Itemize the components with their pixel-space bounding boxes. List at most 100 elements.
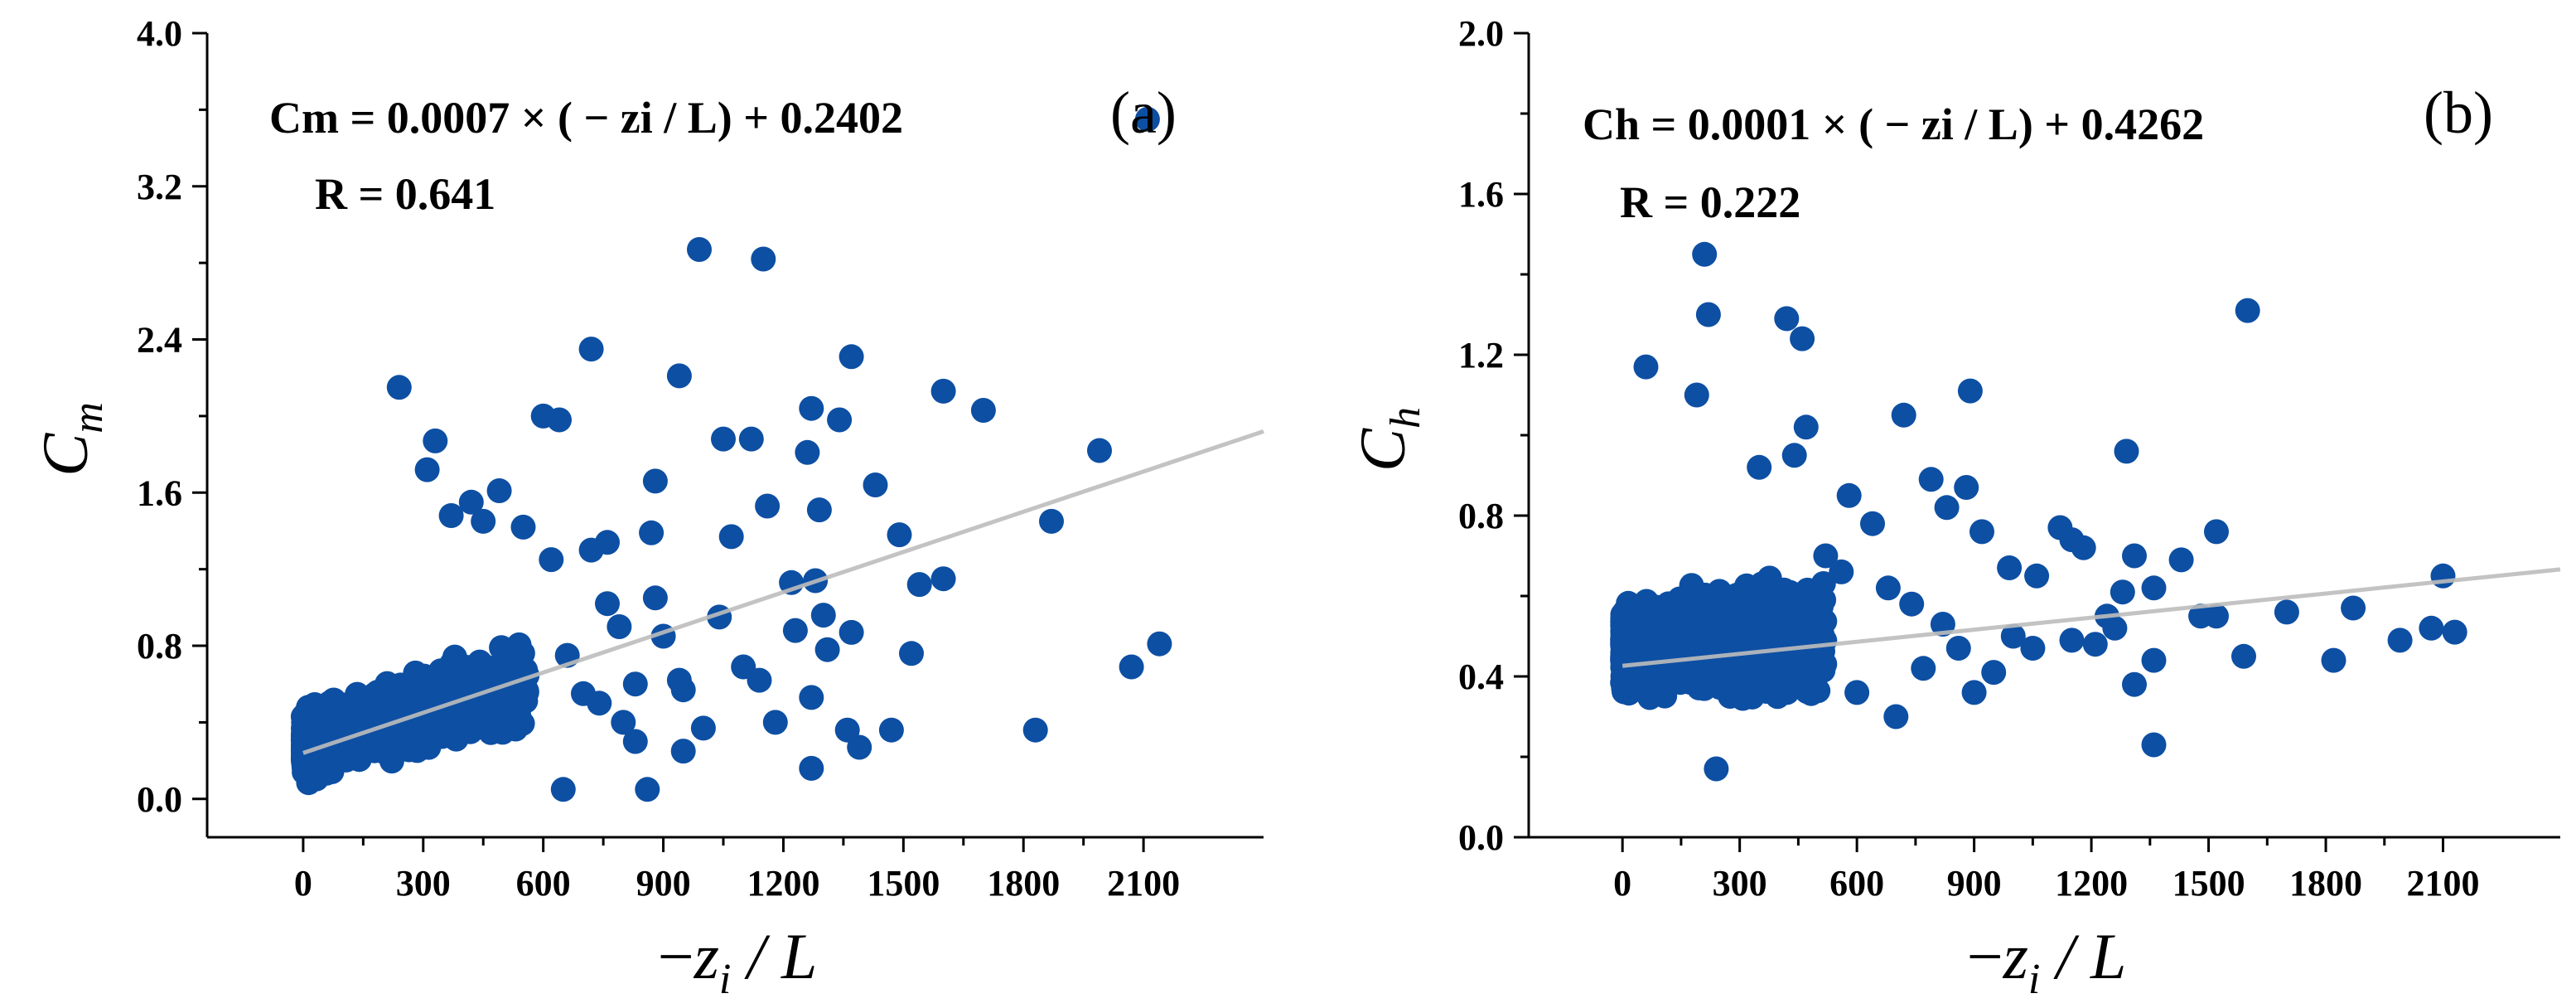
panel-a-xlabel-minus: − (658, 920, 694, 992)
panel-b-data-point (2102, 615, 2128, 641)
panel-a-data-point (458, 489, 484, 515)
panel-a-data-point (834, 717, 860, 743)
panel-a-data-point (622, 729, 648, 754)
panel-a-data-point (578, 337, 604, 362)
panel-b-data-point (1784, 623, 1810, 649)
panel-b-data-point (1695, 302, 1721, 327)
panel-b-data-point (2114, 439, 2139, 464)
panel-b-data-point (1697, 662, 1723, 687)
panel-b-y-tick-label: 0.4 (1458, 657, 1504, 697)
panel-a-data-point (762, 710, 788, 735)
panel-a-data-point (795, 439, 820, 465)
panel-a-data-point (827, 407, 853, 433)
panel-b-data-point (2059, 628, 2085, 653)
panel-b-data-point (1762, 611, 1787, 637)
panel-a-data-point (380, 743, 406, 768)
panel-a-data-point (291, 705, 317, 731)
panel-a-x-tick-label: 1800 (987, 863, 1060, 904)
panel-a-data-point (747, 667, 772, 693)
panel-a-data-point (510, 514, 536, 540)
panel-b-data-point (1747, 454, 1772, 480)
panel-a-data-point (635, 777, 660, 802)
panel-a: 0 300 600 900 1200 1500 1800 2100 0.0 0.8 1.6 2.4 3.… (29, 13, 1264, 1003)
panel-a-x-tick-label: 600 (516, 863, 571, 904)
panel-b-data-point (1684, 382, 1709, 408)
panel-a-data-point (839, 344, 864, 370)
panel-a-data-point (670, 739, 696, 764)
panel-b-data-point (1934, 495, 1960, 521)
panel-b-x-tick-label: 2100 (2407, 863, 2480, 904)
panel-b-data-point (1629, 637, 1655, 663)
panel-b-data-point (2235, 298, 2260, 323)
panel-a-data-point (687, 237, 712, 262)
panel-a-data-point (587, 691, 612, 716)
panel-a-r-value: R = 0.641 (315, 169, 495, 219)
panel-b-data-point (2231, 643, 2256, 669)
panel-b-x-tick-label: 0 (1613, 863, 1631, 904)
panel-a-data-point (414, 457, 440, 482)
panel-a-data-point (799, 755, 824, 781)
panel-b-data-point (1829, 559, 1854, 584)
panel-a-x-tick-label: 0 (294, 863, 312, 904)
panel-a-data-point (670, 677, 696, 703)
panel-b-label: (b) (2424, 80, 2493, 146)
panel-a-data-point (486, 478, 512, 503)
panel-b-data-point (2020, 636, 2046, 661)
panel-b-data-point (2204, 603, 2229, 629)
panel-b-data-point (1961, 680, 1987, 705)
panel-b-data-point (1765, 579, 1791, 604)
panel-a-data-point (1039, 508, 1064, 534)
panel-a-fit-line (302, 429, 1264, 755)
panel-b-y-tick-label: 0.0 (1458, 817, 1504, 858)
panel-a-data-point (970, 398, 996, 423)
panel-a-data-point (799, 685, 824, 710)
panel-b-y-axis-label: Ch (1346, 407, 1429, 472)
panel-a-data-point (475, 657, 500, 682)
panel-a-equation: Cm = 0.0007 × ( − zi / L) + 0.2402 (269, 93, 903, 143)
panel-a-x-tick-label: 300 (396, 863, 451, 904)
panel-b-ylabel-sub: h (1382, 407, 1429, 429)
panel-b-xlabel-rest: / L (2040, 920, 2126, 992)
panel-a-data-point (718, 524, 744, 550)
panel-b-y-tick-label: 1.2 (1458, 335, 1504, 376)
panel-b-data-point (1891, 402, 1916, 428)
panel-b-data-point (1790, 326, 1815, 351)
panel-b-data-point (1981, 660, 2007, 686)
panel-a-data-point (639, 520, 665, 545)
panel-b-data-point (1813, 543, 1839, 569)
panel-a-data-point (375, 699, 400, 724)
panel-a-data-point (755, 493, 781, 519)
panel-a-data-point (690, 715, 716, 741)
panel-a-data-point (642, 468, 668, 494)
panel-b-data-point (2110, 579, 2135, 605)
panel-a-xlabel-var: z (694, 920, 719, 992)
panel-b-x-tick-label: 300 (1713, 863, 1767, 904)
panel-b-data-point (2024, 563, 2050, 589)
panel-b-data-point (2387, 628, 2413, 653)
panel-b-data-point (1698, 626, 1723, 652)
panel-b-r-value: R = 0.222 (1620, 177, 1800, 227)
panel-a-data-point (438, 503, 464, 528)
panel-b-data-point (1724, 602, 1750, 627)
panel-b-x-tick-label: 1800 (2289, 863, 2362, 904)
panel-b-fit-line (1621, 567, 2561, 668)
panel-b-xlabel-var: z (2003, 920, 2028, 992)
panel-b-data-point (2321, 647, 2346, 673)
panel-b-data-point (1969, 519, 1994, 545)
panel-a-data-point (490, 720, 515, 745)
panel-b-y-tick-label: 0.8 (1458, 496, 1504, 536)
panel-b-data-point (1793, 414, 1819, 440)
panel-b-data-point (1633, 354, 1659, 380)
panel-a-data-point (578, 537, 604, 563)
panel-b-data-point (2204, 519, 2229, 545)
panel-a-x-tick-label: 1200 (747, 863, 819, 904)
panel-b-equation: Ch = 0.0001 × ( − zi / L) + 0.4262 (1583, 99, 2204, 149)
panel-b-data-point (1786, 661, 1812, 686)
panel-a-data-point (738, 426, 764, 452)
panel-a-data-point (799, 395, 824, 421)
panel-a-x-axis-label: −zi / L (658, 920, 818, 1003)
panel-a-data-point (930, 378, 956, 404)
panel-a-y-tick-label: 0.8 (137, 626, 182, 666)
panel-b-xlabel-sub: i (2028, 956, 2040, 1003)
